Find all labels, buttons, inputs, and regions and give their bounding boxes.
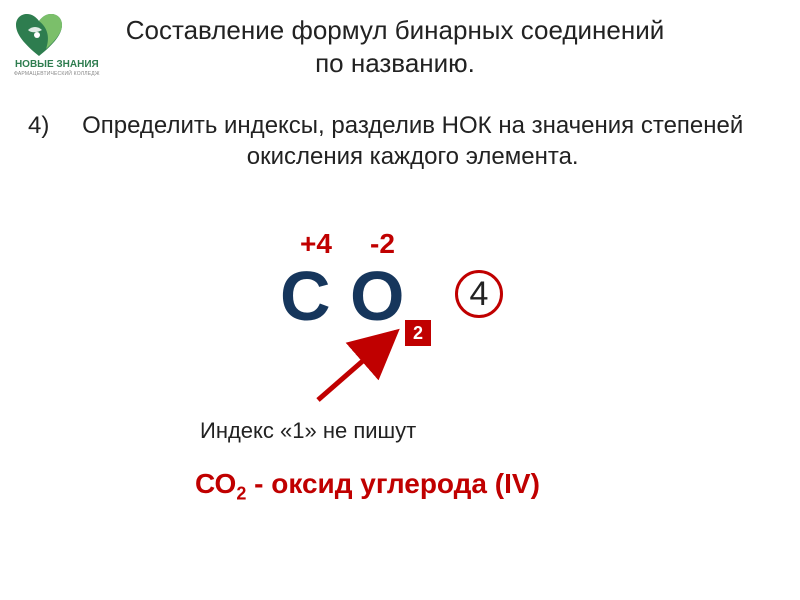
- slide: НОВЫЕ ЗНАНИЯ ФАРМАЦЕВТИЧЕСКИЙ КОЛЛЕДЖ Со…: [0, 0, 800, 600]
- logo-subtitle: ФАРМАЦЕВТИЧЕСКИЙ КОЛЛЕДЖ: [14, 71, 100, 77]
- result-subscript: 2: [236, 484, 246, 504]
- result-line: СО2 - оксид углерода (IV): [195, 468, 540, 505]
- result-formula: СО: [195, 468, 236, 499]
- step-text: Определить индексы, разделив НОК на знач…: [73, 110, 753, 172]
- result-name: - оксид углерода (IV): [246, 468, 540, 499]
- logo-heart-icon: [14, 12, 64, 58]
- logo-title: НОВЫЕ ЗНАНИЯ: [14, 60, 100, 71]
- arrow-icon: [310, 318, 420, 413]
- step-4: 4) Определить индексы, разделив НОК на з…: [28, 110, 768, 172]
- slide-title: Составление формул бинарных соединений п…: [115, 14, 675, 79]
- index-note: Индекс «1» не пишут: [200, 418, 416, 444]
- nok-circle: 4: [455, 270, 503, 318]
- logo: НОВЫЕ ЗНАНИЯ ФАРМАЦЕВТИЧЕСКИЙ КОЛЛЕДЖ: [14, 12, 100, 77]
- formula-area: +4 -2 С О 2 4: [0, 228, 800, 428]
- step-number: 4): [28, 110, 66, 141]
